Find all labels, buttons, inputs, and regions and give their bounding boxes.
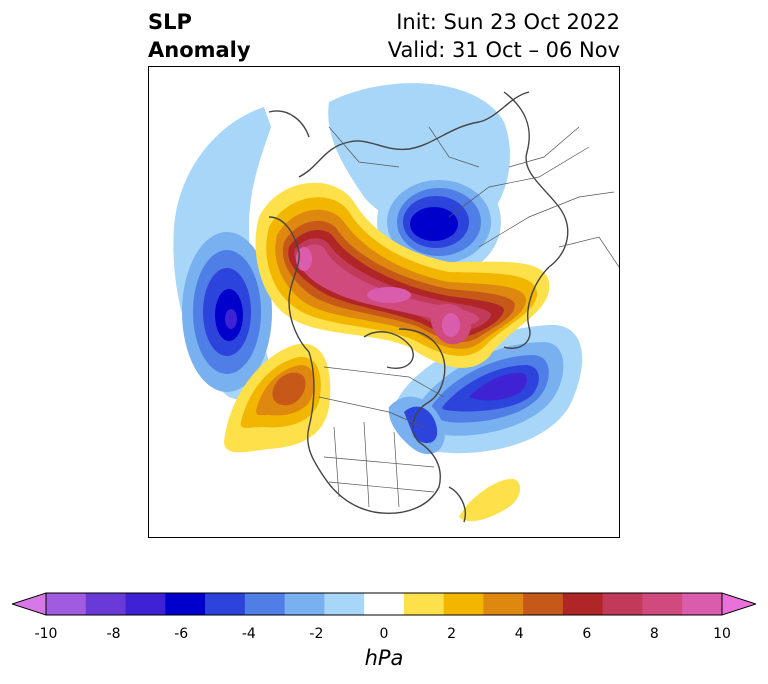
- colorbar-segment: [85, 593, 127, 615]
- map-panel: [148, 66, 620, 538]
- colorbar-segment: [364, 593, 405, 615]
- colorbar-segment: [46, 593, 87, 615]
- colorbar-segment: [284, 593, 325, 615]
- colorbar-segment: [562, 593, 604, 615]
- colorbar-segment: [682, 593, 723, 615]
- colorbar-arrow-high: [721, 592, 756, 616]
- arctic-ridge: [255, 182, 550, 368]
- title-line-1: SLP: [148, 10, 192, 34]
- colorbar-unit-label: hPa: [364, 646, 404, 670]
- colorbar-segment: [602, 593, 643, 615]
- colorbar-tick-label: 6: [582, 626, 592, 642]
- colorbar-tick-label: 0: [379, 626, 389, 642]
- colorbar-segment: [523, 593, 564, 615]
- colorbar-segment: [165, 593, 206, 615]
- colorbar-tick-label: 8: [649, 626, 659, 642]
- atlantic-low: [388, 324, 583, 455]
- atlantic-ridge: [459, 478, 521, 522]
- colorbar: [12, 592, 756, 616]
- colorbar-tick-label: 4: [514, 626, 524, 642]
- colorbar-tick-label: -6: [174, 626, 189, 642]
- chart-title: SLP Anomaly: [148, 8, 251, 64]
- colorbar-segment: [205, 593, 246, 615]
- colorbar-tick-label: -10: [34, 626, 58, 642]
- colorbar-tick-label: 2: [447, 626, 457, 642]
- colorbar-arrow-low: [12, 592, 47, 616]
- colorbar-tick-label: -2: [309, 626, 324, 642]
- borders: [318, 126, 619, 508]
- anomaly-map: [173, 83, 619, 523]
- colorbar-segment: [443, 593, 484, 615]
- colorbar-segment: [483, 593, 524, 615]
- colorbar-tick-label: -4: [241, 626, 256, 642]
- title-line-2: Anomaly: [148, 38, 251, 62]
- coastlines: [268, 91, 569, 523]
- colorbar-segment: [403, 593, 445, 615]
- valid-range: Valid: 31 Oct – 06 Nov: [387, 38, 620, 62]
- colorbar-tick-label: 10: [713, 626, 731, 642]
- colorbar-segment: [324, 593, 365, 615]
- colorbar-segment: [642, 593, 683, 615]
- init-date: Init: Sun 23 Oct 2022: [396, 10, 620, 34]
- pacific-low: [173, 107, 272, 401]
- valid-time-label: Init: Sun 23 Oct 2022 Valid: 31 Oct – 06…: [388, 8, 620, 64]
- colorbar-tick-label: -8: [106, 626, 121, 642]
- alaska-ridge: [224, 343, 331, 453]
- colorbar-segment: [244, 593, 286, 615]
- colorbar-segment: [125, 593, 166, 615]
